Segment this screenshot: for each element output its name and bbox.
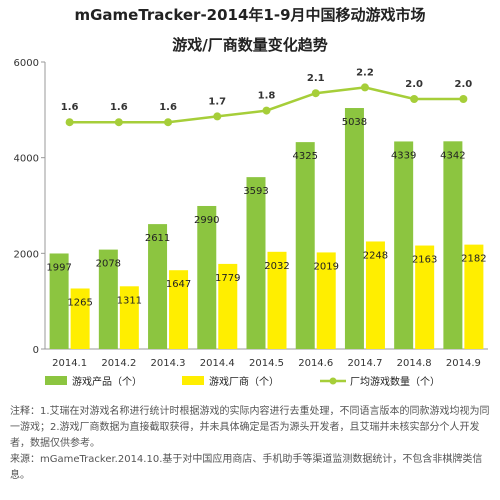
bar-games xyxy=(394,141,414,349)
bar-vendors xyxy=(70,288,90,349)
data-label-vendors: 1311 xyxy=(117,295,142,306)
bar-vendors xyxy=(316,252,336,349)
data-label-avg: 1.8 xyxy=(258,91,276,102)
bar-vendors xyxy=(169,270,189,349)
x-tick-label: 2014.2 xyxy=(101,358,136,369)
x-tick-label: 2014.6 xyxy=(298,358,333,369)
data-label-games: 2990 xyxy=(194,215,219,226)
point-avg-games xyxy=(459,95,468,103)
point-avg-games xyxy=(360,83,369,92)
note-text: 注释：1.艾瑞在对游戏名称进行统计时根据游戏的实际内容进行去重处理，不同语言版本… xyxy=(10,406,490,449)
y-tick-label: 6000 xyxy=(14,58,39,69)
x-tick-label: 2014.9 xyxy=(446,358,481,369)
data-label-games: 2611 xyxy=(145,233,170,244)
data-label-avg: 1.6 xyxy=(159,102,177,113)
bar-games xyxy=(197,205,217,349)
bar-games xyxy=(148,224,168,349)
data-label-vendors: 2032 xyxy=(264,261,289,272)
bar-games xyxy=(295,142,315,349)
x-tick-label: 2014.8 xyxy=(397,358,432,369)
data-label-avg: 2.2 xyxy=(356,67,374,78)
y-tick-label: 0 xyxy=(33,345,39,356)
data-label-avg: 2.0 xyxy=(455,79,473,90)
bar-games xyxy=(344,108,364,350)
data-label-games: 2078 xyxy=(96,259,121,270)
x-tick-label: 2014.3 xyxy=(151,358,186,369)
bar-vendors xyxy=(464,244,484,349)
x-tick-label: 2014.5 xyxy=(249,358,284,369)
legend-marker-avg xyxy=(329,377,337,385)
y-tick-label: 4000 xyxy=(14,154,39,165)
point-avg-games xyxy=(410,95,419,103)
chart-subtitle: 游戏/厂商数量变化趋势 xyxy=(172,36,328,54)
data-label-avg: 1.6 xyxy=(110,102,128,113)
data-label-vendors: 2163 xyxy=(412,255,437,266)
data-label-vendors: 1647 xyxy=(166,279,191,290)
data-label-games: 1997 xyxy=(46,262,71,273)
data-label-games: 4339 xyxy=(391,150,416,161)
bar-games xyxy=(98,249,118,349)
data-label-avg: 2.0 xyxy=(405,79,423,90)
y-tick-label: 2000 xyxy=(14,249,39,260)
source-text: 来源：mGameTracker.2014.10.基于对中国应用商店、手机助手等渠… xyxy=(10,454,483,481)
bar-vendors xyxy=(415,245,435,349)
bar-vendors xyxy=(119,286,139,349)
data-label-games: 4325 xyxy=(292,151,317,162)
data-label-games: 4342 xyxy=(440,150,465,161)
bar-games xyxy=(443,141,463,349)
x-tick-label: 2014.7 xyxy=(347,358,382,369)
data-label-games: 3593 xyxy=(243,186,268,197)
legend-label-avg: 厂均游戏数量（个） xyxy=(350,375,440,388)
data-label-avg: 1.6 xyxy=(61,102,79,113)
data-label-avg: 2.1 xyxy=(307,73,325,84)
data-label-vendors: 2182 xyxy=(461,254,486,265)
bar-games xyxy=(246,177,266,349)
point-avg-games xyxy=(262,106,271,115)
data-label-vendors: 1265 xyxy=(67,297,92,308)
bar-line-chart: 0 2000 4000 6000 1997 1265 2014.1 2078 1311 2014.… xyxy=(14,58,488,388)
legend-label-games: 游戏产品（个） xyxy=(72,375,142,388)
bar-vendors xyxy=(267,251,287,349)
data-label-games: 5038 xyxy=(342,117,367,128)
point-avg-games xyxy=(213,112,222,121)
point-avg-games xyxy=(311,89,320,98)
x-tick-label: 2014.1 xyxy=(52,358,87,369)
x-tick-label: 2014.4 xyxy=(200,358,235,369)
point-avg-games xyxy=(114,118,123,127)
legend-swatch-games xyxy=(45,376,67,385)
bar-vendors xyxy=(365,241,385,349)
legend-swatch-vendors xyxy=(182,376,204,385)
bar-games xyxy=(49,253,69,349)
chart-title: mGameTracker-2014年1-9月中国移动游戏市场 xyxy=(74,6,426,24)
legend-label-vendors: 游戏厂商（个） xyxy=(209,375,279,388)
bar-vendors xyxy=(218,263,238,349)
data-label-avg: 1.7 xyxy=(208,96,226,107)
data-label-vendors: 2248 xyxy=(363,250,388,261)
chart-notes: 注释：1.艾瑞在对游戏名称进行统计时根据游戏的实际内容进行去重处理，不同语言版本… xyxy=(10,404,492,484)
data-label-vendors: 1779 xyxy=(215,273,240,284)
data-label-vendors: 2019 xyxy=(313,261,338,272)
point-avg-games xyxy=(164,118,173,127)
point-avg-games xyxy=(65,118,74,127)
